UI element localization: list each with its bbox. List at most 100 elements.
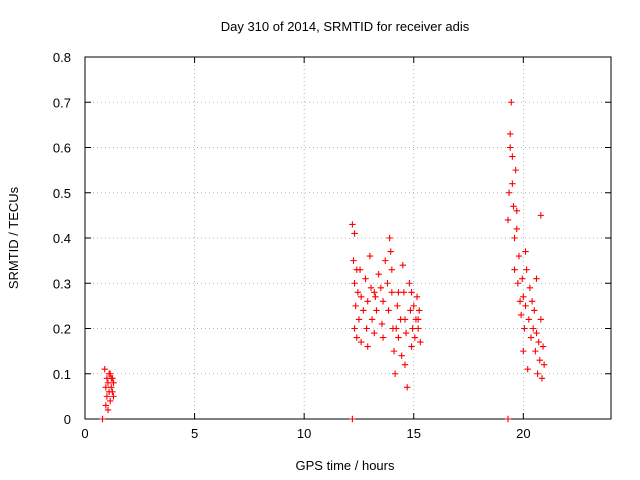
chart-title: Day 310 of 2014, SRMTID for receiver adi… (221, 19, 470, 34)
data-point (414, 316, 422, 323)
data-point (511, 266, 518, 273)
data-point (367, 284, 375, 291)
data-point (519, 275, 526, 282)
x-tick-label: 15 (407, 426, 421, 441)
data-point (353, 334, 360, 341)
data-point (388, 266, 396, 273)
data-point (349, 221, 356, 228)
data-point (390, 347, 398, 355)
data-point (395, 289, 402, 296)
data-point (515, 252, 523, 260)
data-point (533, 329, 540, 337)
y-tick-label: 0.3 (53, 276, 71, 291)
data-point (516, 298, 524, 305)
y-axis-label: SRMTID / TECUs (6, 186, 21, 289)
data-point (520, 293, 527, 301)
data-point (506, 144, 514, 151)
data-point (522, 248, 529, 255)
data-point (539, 343, 547, 350)
y-tick-label: 0 (64, 412, 71, 427)
data-point (391, 370, 399, 377)
data-point (529, 325, 537, 332)
y-tick-label: 0.7 (53, 95, 71, 110)
data-point (403, 384, 411, 391)
data-point (371, 329, 378, 337)
data-point (362, 275, 369, 282)
data-point (373, 307, 380, 314)
y-tick-label: 0.5 (53, 186, 71, 201)
data-point (504, 216, 512, 224)
data-point (379, 334, 387, 341)
data-point (357, 338, 365, 346)
data-point (384, 280, 391, 287)
data-point (372, 293, 379, 301)
x-tick-label: 10 (297, 426, 311, 441)
data-point (540, 361, 548, 368)
data-point (368, 316, 376, 323)
data-point (387, 248, 394, 255)
data-point (417, 338, 424, 346)
data-point (382, 257, 389, 264)
data-point (521, 325, 528, 332)
data-point (352, 302, 359, 310)
data-point (522, 302, 529, 310)
data-point (399, 261, 406, 269)
data-point (532, 347, 539, 355)
data-point (513, 225, 520, 233)
data-point (102, 384, 110, 391)
data-point (395, 334, 402, 341)
data-point (401, 361, 409, 368)
data-point (393, 325, 400, 332)
data-point (107, 370, 114, 377)
data-point (377, 284, 385, 291)
x-axis-label: GPS time / hours (296, 458, 395, 473)
data-point (349, 415, 356, 423)
data-point (354, 289, 362, 296)
data-point (108, 384, 115, 391)
data-point (512, 166, 519, 174)
data-point (504, 415, 512, 423)
x-tick-label: 5 (191, 426, 198, 441)
data-point (110, 379, 117, 386)
data-point (510, 203, 517, 210)
data-point (400, 289, 408, 296)
data-point (536, 356, 543, 364)
data-point (517, 311, 525, 319)
x-tick-label: 20 (516, 426, 530, 441)
data-point (524, 366, 531, 373)
y-tick-label: 0.4 (53, 231, 71, 246)
data-point (357, 293, 365, 301)
data-point (398, 352, 405, 359)
y-tick-label: 0.2 (53, 322, 71, 337)
plot-frame (84, 56, 612, 420)
data-point (526, 284, 534, 291)
data-point (351, 325, 358, 332)
data-point (409, 325, 416, 332)
data-point (534, 370, 541, 377)
y-tick-label: 0.6 (53, 141, 71, 156)
data-point (527, 334, 535, 341)
data-point (104, 406, 112, 414)
data-point (355, 316, 363, 323)
data-point (416, 307, 423, 314)
data-point (514, 280, 522, 287)
grid-lines (85, 57, 611, 419)
data-point (371, 289, 378, 296)
y-tick-label: 0.1 (53, 367, 71, 382)
data-point (520, 347, 527, 355)
data-point (102, 402, 110, 409)
data-point (509, 153, 516, 160)
data-point (363, 325, 370, 332)
x-tick-label: 0 (81, 426, 88, 441)
y-tick-labels: 0 0.1 0.2 0.3 0.4 0.5 0.6 0.7 0.8 (53, 50, 71, 427)
data-point (99, 415, 106, 423)
data-point (531, 307, 538, 314)
data-point (101, 366, 108, 373)
data-point (378, 320, 386, 328)
data-point (379, 298, 387, 305)
data-point (366, 252, 374, 260)
data-point (511, 234, 518, 242)
data-point (513, 207, 520, 215)
data-point (109, 388, 116, 396)
